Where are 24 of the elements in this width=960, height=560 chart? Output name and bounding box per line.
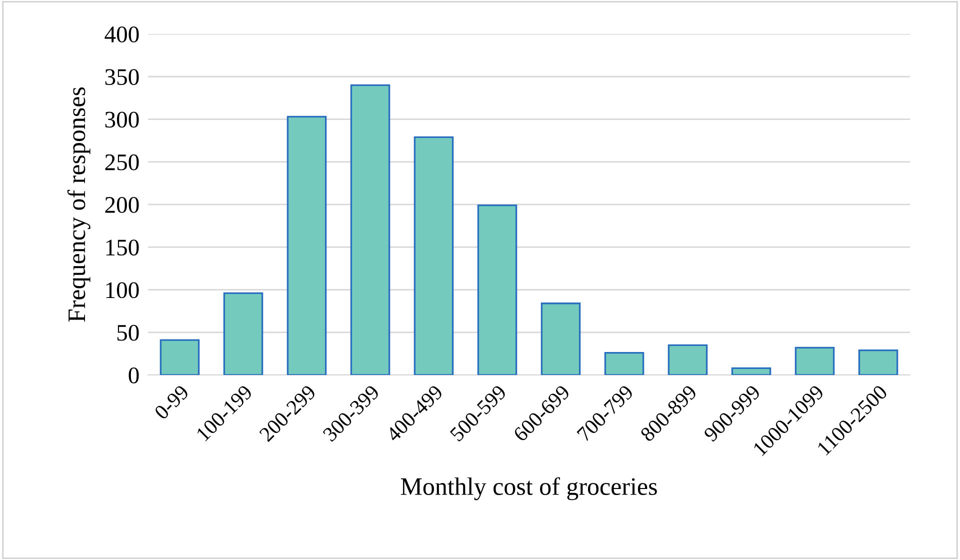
y-tick-label: 250 (105, 154, 139, 170)
bar (350, 84, 390, 375)
y-axis-title: Frequency of responses (67, 87, 90, 322)
bar (160, 339, 200, 375)
y-tick-label: 350 (105, 69, 139, 86)
y-tick-label: 200 (105, 196, 139, 213)
bar (286, 116, 327, 375)
bar (731, 367, 772, 375)
bar (858, 349, 898, 375)
y-tick-label: 0 (128, 367, 139, 384)
y-tick-label: 400 (104, 26, 139, 42)
bar (540, 302, 581, 375)
y-tick-label: 150 (106, 240, 139, 256)
y-tick-label: 100 (106, 282, 139, 298)
bar (414, 136, 454, 375)
bar (477, 204, 518, 375)
bar (794, 346, 835, 375)
x-axis-title: Monthly cost of groceries (400, 477, 657, 500)
bar (668, 344, 708, 375)
y-tick-label: 300 (105, 112, 139, 128)
bar (604, 352, 644, 375)
y-tick-label: 50 (117, 324, 139, 341)
bar (223, 292, 264, 375)
x-tick-label: 0-99 (154, 384, 190, 420)
